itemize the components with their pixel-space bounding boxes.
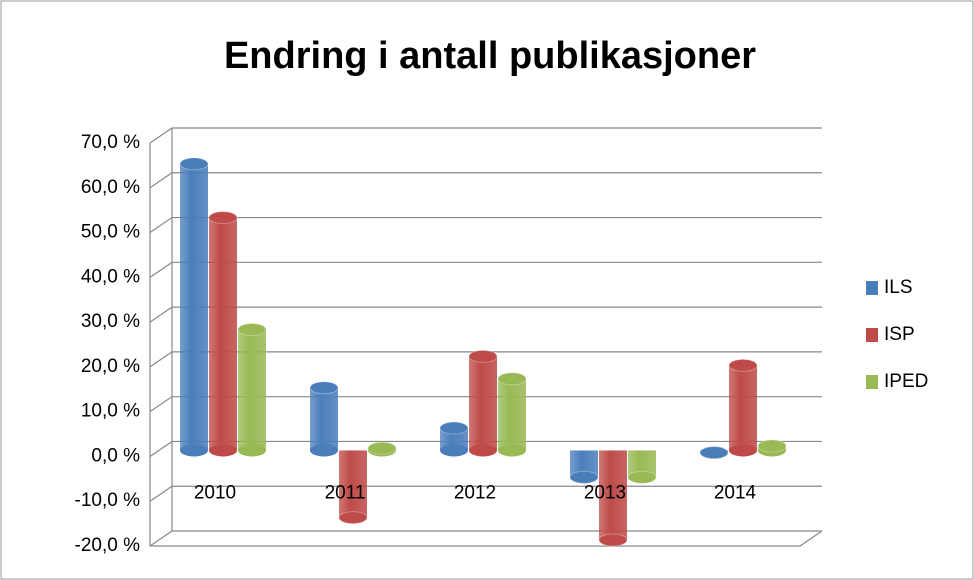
bar-cap [208, 211, 238, 225]
bar [729, 365, 757, 451]
grid-line [149, 127, 822, 144]
bar-cap [757, 439, 787, 453]
y-tick-label: 0,0 % [91, 445, 140, 466]
grid-line [149, 216, 822, 234]
floor-line [150, 530, 823, 547]
bar-cap [569, 470, 599, 484]
bar-cap [439, 421, 469, 435]
grid-line [149, 440, 822, 457]
x-tick-label: 2012 [454, 482, 496, 503]
grid-line [149, 351, 822, 368]
bar [339, 450, 367, 518]
y-tick-label: 60,0 % [81, 177, 140, 198]
grid-line [149, 261, 822, 278]
bar-cap [179, 157, 209, 171]
legend-label: ILS [884, 277, 913, 298]
bar-cap [497, 372, 527, 386]
x-tick-label: 2010 [194, 482, 236, 503]
y-tick-label: 40,0 % [81, 266, 140, 287]
bar [180, 163, 208, 451]
bar-cap [309, 381, 339, 395]
legend-swatch [866, 281, 878, 295]
bar-cap [598, 533, 628, 547]
x-tick-label: 2014 [714, 482, 757, 503]
bar-cap [237, 323, 267, 337]
y-tick-label: 20,0 % [81, 356, 140, 377]
chart-title: Endring i antall publikasjoner [224, 35, 756, 77]
grid-line [149, 172, 822, 189]
grid-line [149, 396, 822, 413]
legend-swatch [866, 375, 878, 389]
bar-cap [728, 358, 758, 372]
bar [310, 387, 338, 451]
legend-swatch [866, 328, 878, 342]
bar-cap [699, 446, 729, 460]
bar [498, 378, 526, 451]
bar [238, 329, 266, 451]
y-tick-label: 10,0 % [81, 401, 140, 422]
x-tick-label: 2013 [584, 482, 626, 503]
y-tick-label: 50,0 % [81, 222, 140, 243]
grid-line [149, 306, 822, 323]
bar-cap [367, 441, 397, 455]
y-tick-label: 30,0 % [81, 311, 140, 332]
y-tick-label: 70,0 % [81, 132, 140, 153]
bar [440, 428, 468, 451]
legend-label: ISP [884, 324, 915, 345]
bar-cap [338, 511, 368, 525]
bar [599, 450, 627, 540]
bar-cap [627, 470, 657, 484]
legend-label: IPED [884, 371, 928, 392]
y-tick-label: -10,0 % [75, 490, 141, 511]
bar [469, 356, 497, 451]
bar [209, 217, 237, 451]
y-tick-label: -20,0 % [75, 535, 141, 556]
bar-cap [468, 349, 498, 363]
x-tick-label: 2011 [325, 482, 366, 503]
